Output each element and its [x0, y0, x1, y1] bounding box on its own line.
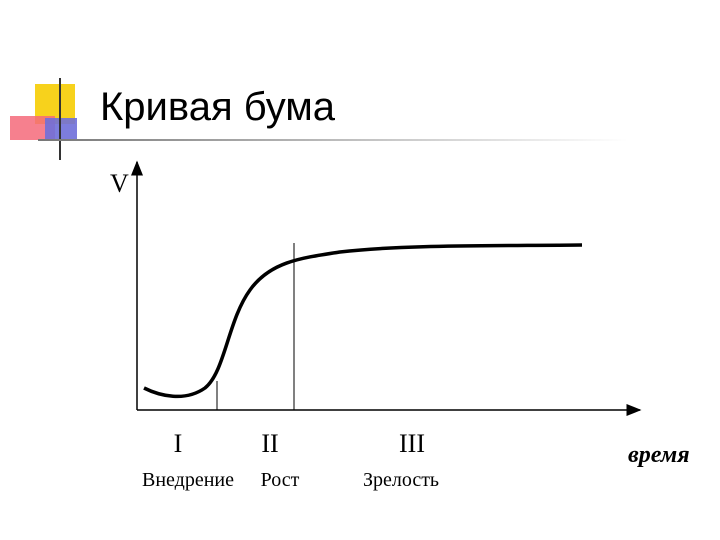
y-axis-label: V [110, 169, 129, 198]
slide-title: Кривая бума [100, 85, 336, 129]
stage-numeral: I [174, 429, 183, 458]
stage-name: Внедрение [142, 469, 234, 491]
stage-numeral: III [399, 429, 425, 458]
stage-name: Рост [261, 469, 300, 491]
boom-curve [143, 243, 583, 399]
stage-numeral: II [261, 429, 278, 458]
title-rule [38, 139, 628, 141]
x-axis-label: время [628, 442, 690, 468]
stage-name: Зрелость [363, 469, 439, 491]
